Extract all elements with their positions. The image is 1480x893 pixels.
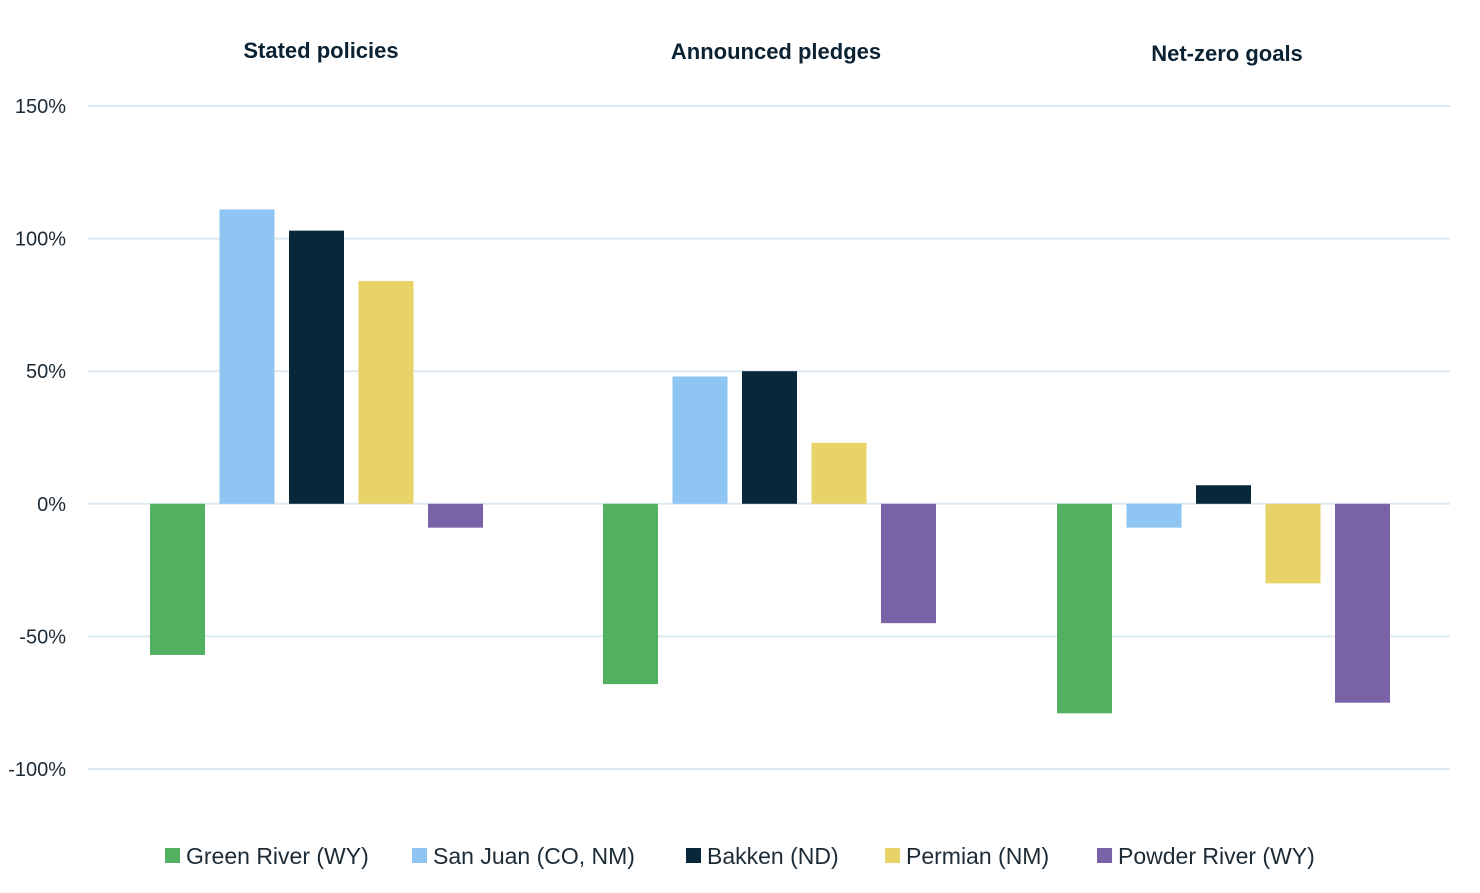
y-tick-label: 50%	[26, 361, 66, 383]
bar	[219, 209, 275, 504]
y-tick-label: 100%	[15, 229, 66, 251]
panel-title: Net-zero goals	[1151, 41, 1303, 66]
bar	[428, 503, 483, 528]
legend: Green River (WY) San Juan (CO, NM) Bakken …	[165, 843, 1315, 869]
bar	[1196, 485, 1251, 504]
panel-titles: Stated policies Announced pledges Net-zero…	[243, 38, 1302, 66]
panel-title: Stated policies	[243, 38, 398, 63]
bar	[1335, 503, 1390, 703]
legend-label: San Juan (CO, NM)	[433, 843, 635, 869]
bar	[603, 503, 658, 685]
y-tick-label: 0%	[37, 494, 66, 516]
bar	[358, 281, 414, 504]
legend-label: Powder River (WY)	[1118, 843, 1315, 869]
legend-swatch	[412, 848, 427, 863]
legend-label: Bakken (ND)	[707, 843, 839, 869]
bar	[881, 503, 936, 624]
bar	[1265, 503, 1321, 584]
y-tick-label: 150%	[15, 96, 66, 118]
bar	[742, 371, 797, 504]
legend-swatch	[885, 848, 900, 863]
y-tick-label: -100%	[8, 759, 66, 781]
bar	[289, 230, 344, 504]
legend-swatch	[686, 848, 701, 863]
bar	[811, 442, 867, 504]
legend-label: Permian (NM)	[906, 843, 1049, 869]
panel-title: Announced pledges	[671, 39, 881, 64]
bar	[150, 503, 205, 655]
y-axis-tick-labels: 150% 100% 50% 0% -50% -100%	[8, 96, 66, 781]
y-tick-label: -50%	[19, 626, 66, 648]
bar	[672, 376, 728, 504]
legend-swatch	[165, 848, 180, 863]
legend-swatch	[1097, 848, 1112, 863]
bar	[1126, 503, 1182, 528]
legend-label: Green River (WY)	[186, 843, 369, 869]
bars	[150, 209, 1390, 714]
bar	[1057, 503, 1112, 714]
